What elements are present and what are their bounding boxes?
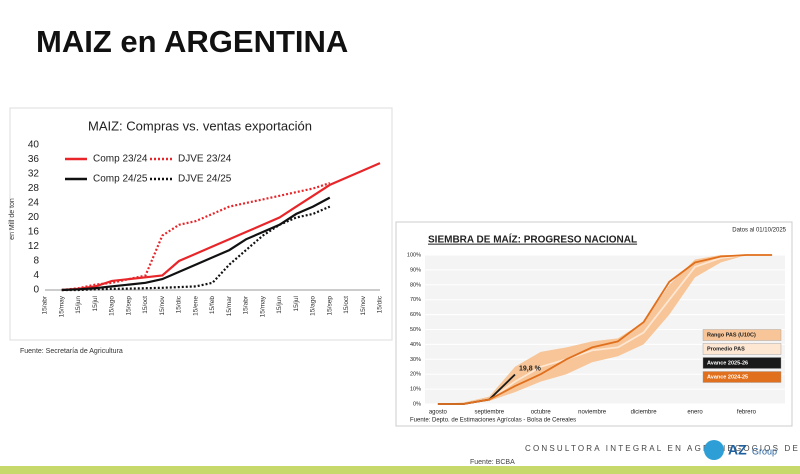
legend-label: Avance 2024-25	[707, 374, 748, 380]
x-tick-label: 15/oct	[142, 296, 149, 314]
y-tick-label: 0%	[413, 401, 421, 407]
y-tick-label: 4	[33, 270, 39, 281]
chart-title: SIEMBRA DE MAÍZ: PROGRESO NACIONAL	[428, 233, 637, 246]
slide-title: MAIZ en ARGENTINA	[36, 24, 348, 59]
legend-swatch	[702, 357, 782, 369]
logo-icon	[704, 440, 724, 460]
x-tick-label: febrero	[737, 410, 757, 416]
source: Fuente: Secretaría de Agricultura	[20, 348, 123, 355]
y-tick-label: 50%	[410, 327, 421, 333]
x-tick-label: 15/oct	[343, 296, 350, 314]
y-tick-label: 70%	[410, 297, 421, 303]
y-tick-label: 32	[28, 169, 40, 180]
legend-label: Promedio PAS	[707, 346, 745, 352]
y-axis-label: en Mill de ton	[9, 198, 16, 240]
logo-mark: AZ	[728, 442, 747, 458]
x-tick-label: 15/dic	[377, 295, 384, 313]
legend-swatch	[702, 343, 782, 355]
y-tick-label: 100%	[407, 252, 421, 258]
x-tick-label: 15/sep	[326, 296, 333, 316]
chart-title: MAIZ: Compras vs. ventas exportación	[88, 118, 312, 133]
range-band	[437, 255, 773, 404]
y-tick-label: 10%	[410, 387, 421, 393]
series-line	[61, 196, 331, 292]
series-line	[61, 162, 381, 292]
y-tick-label: 8	[33, 256, 39, 267]
legend-label: Avance 2025-26	[707, 360, 748, 366]
x-tick-label: 15/nov	[159, 295, 166, 315]
data-label: 19,8 %	[519, 365, 542, 372]
x-tick-label: diciembre	[631, 410, 658, 416]
series-line	[61, 205, 331, 292]
y-tick-label: 20%	[410, 372, 421, 378]
y-tick-label: 80%	[410, 282, 421, 288]
x-tick-label: 15/ene	[192, 296, 199, 316]
y-tick-label: 30%	[410, 357, 421, 363]
logo-text: Group	[752, 446, 777, 456]
x-tick-label: 15/dic	[176, 295, 183, 313]
y-tick-label: 90%	[410, 267, 421, 273]
x-tick-label: enero	[687, 410, 703, 416]
legend-label: Comp 24/25	[93, 174, 148, 185]
x-tick-label: 15/sep	[125, 296, 132, 316]
bottom-bar	[0, 466, 800, 474]
chart-frame	[9, 107, 393, 341]
y-tick-label: 0	[33, 285, 39, 296]
x-tick-label: 15/may	[58, 295, 65, 317]
x-tick-label: septiembre	[474, 410, 504, 416]
chart-subtitle: Datos al 01/10/2025	[732, 228, 786, 234]
series-line	[61, 182, 331, 292]
x-tick-label: 15/jun	[75, 296, 82, 314]
legend-label: Comp 23/24	[93, 154, 148, 165]
x-tick-label: 15/abr	[243, 295, 250, 314]
y-tick-label: 40	[28, 140, 40, 151]
legend-label: DJVE 24/25	[178, 174, 232, 185]
y-tick-label: 12	[28, 241, 40, 252]
y-tick-label: 28	[28, 183, 40, 194]
x-tick-label: 15/jun	[276, 296, 283, 314]
legend-label: Rango PAS (U10C)	[707, 332, 756, 338]
x-tick-label: 15/ago	[310, 296, 317, 316]
legend-swatch	[702, 329, 782, 341]
x-tick-label: 15/may	[259, 295, 266, 317]
y-tick-label: 24	[28, 198, 40, 209]
y-tick-label: 20	[28, 212, 40, 223]
y-tick-label: 60%	[410, 312, 421, 318]
x-tick-label: 15/nov	[360, 295, 367, 315]
series-line	[437, 254, 773, 405]
x-tick-label: 15/abr	[42, 295, 49, 314]
footer: CONSULTORA INTEGRAL EN AGRONEGOCIOS DE L…	[525, 444, 800, 453]
x-tick-label: noviembre	[578, 410, 607, 416]
x-tick-label: octubre	[531, 410, 552, 416]
y-tick-label: 40%	[410, 342, 421, 348]
chart-source: Fuente: Depto. de Estimaciones Agrícolas…	[410, 418, 576, 424]
legend-swatch	[702, 371, 782, 383]
y-tick-label: 36	[28, 154, 40, 165]
x-tick-label: 15/feb	[209, 296, 216, 314]
x-tick-label: 15/mar	[226, 295, 233, 316]
x-tick-label: 15/ago	[109, 296, 116, 316]
x-tick-label: 15/jul	[293, 295, 300, 311]
x-tick-label: 15/jul	[92, 295, 99, 311]
footer-source: Fuente: BCBA	[470, 459, 515, 466]
x-tick-label: agosto	[429, 410, 448, 416]
legend-label: DJVE 23/24	[178, 154, 232, 165]
y-tick-label: 16	[28, 227, 40, 238]
